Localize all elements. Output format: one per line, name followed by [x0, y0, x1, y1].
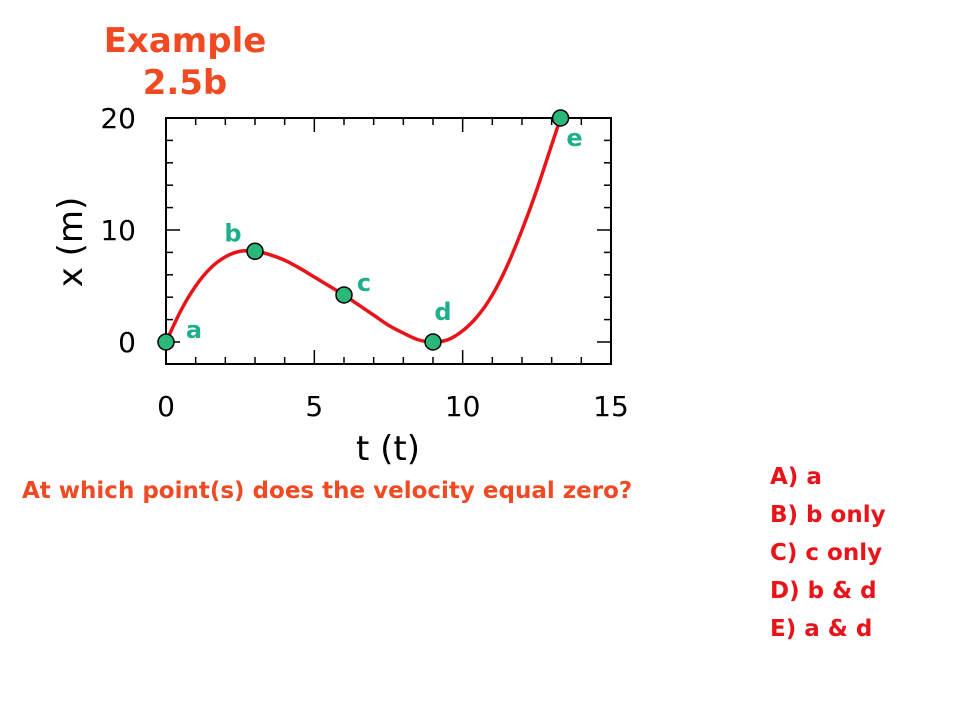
point-label-b: b	[224, 219, 241, 247]
title-line-2: 2.5b	[142, 63, 228, 103]
x-tick-label: 10	[445, 390, 481, 423]
point-label-d: d	[434, 298, 451, 326]
point-c	[335, 286, 353, 304]
choice-a[interactable]: A) a	[770, 464, 822, 490]
x-tick-label: 0	[157, 390, 175, 423]
point-b	[246, 242, 264, 261]
question-text: At which point(s) does the velocity equa…	[22, 478, 633, 504]
point-label-a: a	[186, 316, 202, 344]
choice-c[interactable]: C) c only	[770, 540, 883, 566]
x-axis-label: t (t)	[356, 429, 420, 469]
choice-e[interactable]: E) a & d	[770, 616, 873, 642]
y-tick-label: 0	[118, 326, 136, 359]
choice-d[interactable]: D) b & d	[770, 578, 877, 604]
y-axis-label: x (m)	[51, 197, 91, 288]
point-a	[157, 333, 175, 351]
y-tick-label: 20	[100, 102, 136, 135]
title-line-1: Example	[103, 21, 267, 61]
choice-b[interactable]: B) b only	[770, 502, 886, 528]
x-tick-label: 5	[305, 390, 323, 423]
position-curve	[164, 116, 563, 344]
point-e	[551, 109, 570, 127]
plot-frame	[165, 117, 612, 365]
point-label-e: e	[566, 124, 582, 152]
point-label-c: c	[357, 269, 371, 297]
point-d	[424, 333, 442, 351]
slide-title: Example 2.5b	[70, 20, 300, 104]
x-tick-label: 15	[593, 390, 629, 423]
answer-choices: A) a B) b only C) c only D) b & d E) a &…	[770, 458, 886, 648]
y-tick-label: 10	[100, 214, 136, 247]
